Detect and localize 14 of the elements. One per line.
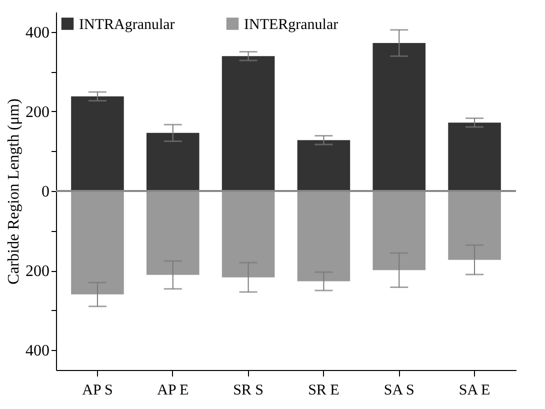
x-tick-label: SA S — [384, 382, 414, 398]
y-tick-label: 0 — [42, 184, 50, 200]
x-tick-label: AP S — [82, 382, 113, 398]
y-axis-title: Carbide Region Length (μm) — [6, 98, 22, 284]
x-tick-label: SR S — [233, 382, 264, 398]
y-tick-label: 200 — [26, 104, 50, 121]
x-tick-label: SA E — [458, 382, 490, 398]
legend-label: INTERgranular — [244, 16, 338, 33]
x-tick-label: AP E — [157, 382, 189, 398]
y-tick-label: 400 — [26, 24, 50, 42]
x-tick-label: SR E — [308, 382, 340, 398]
y-tick-label: 400 — [26, 342, 50, 360]
legend-label: INTRAgranular — [79, 16, 175, 33]
y-tick-label: 200 — [26, 263, 50, 280]
